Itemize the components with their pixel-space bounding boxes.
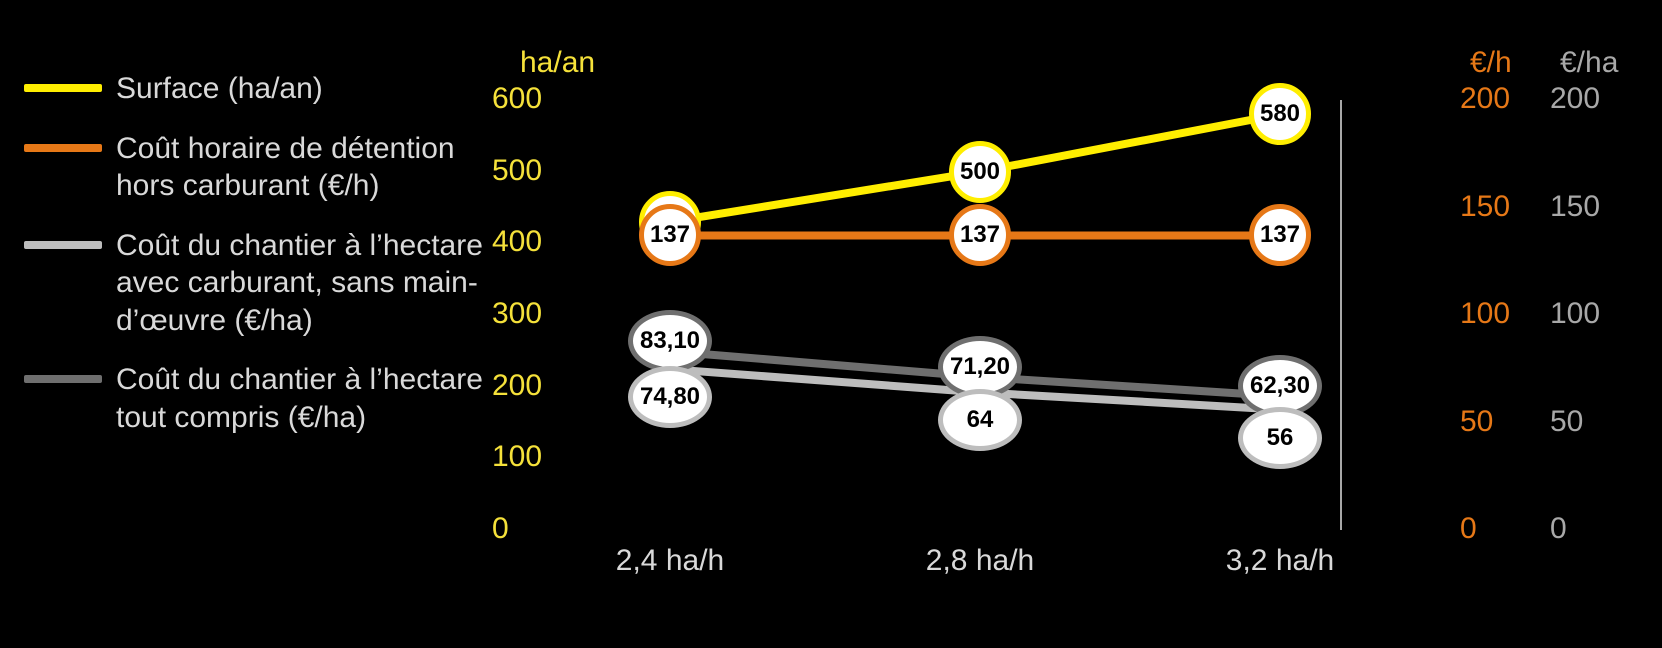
y-tick-right2: 150	[1550, 190, 1600, 224]
y-tick-right2: 200	[1550, 82, 1600, 116]
y-tick-right1: 100	[1460, 297, 1510, 331]
y-tick-right2: 50	[1550, 405, 1583, 439]
data-bubble-surface: 580	[1249, 83, 1311, 145]
y-tick-right2: 100	[1550, 297, 1600, 331]
y-axis-right2-title: €/ha	[1560, 46, 1618, 80]
legend-swatch-cout_ha_tc	[24, 375, 102, 383]
legend-label: Coût du chantier à l’hectare tout compri…	[116, 361, 484, 436]
legend-swatch-cout_ha_sans_mo	[24, 241, 102, 249]
y-tick-left: 100	[492, 440, 542, 474]
x-tick: 2,8 ha/h	[926, 544, 1034, 578]
legend-label: Surface (ha/an)	[116, 70, 323, 108]
y-axis-right-line	[1340, 100, 1342, 530]
data-bubble-cout_ha_sans_mo: 74,80	[628, 366, 712, 428]
x-tick: 2,4 ha/h	[616, 544, 724, 578]
y-tick-left: 400	[492, 225, 542, 259]
data-bubble-surface: 500	[949, 141, 1011, 203]
x-tick: 3,2 ha/h	[1226, 544, 1334, 578]
data-bubble-cout_horaire: 137	[1249, 204, 1311, 266]
legend-item: Coût horaire de détention hors carburant…	[24, 130, 484, 205]
y-tick-left: 300	[492, 297, 542, 331]
legend-swatch-cout_horaire	[24, 144, 102, 152]
y-tick-right1: 50	[1460, 405, 1493, 439]
legend-item: Coût du chantier à l’hectare avec carbur…	[24, 227, 484, 340]
data-bubble-cout_ha_sans_mo: 64	[938, 389, 1022, 451]
y-tick-left: 200	[492, 369, 542, 403]
y-axis-right1-title: €/h	[1470, 46, 1512, 80]
data-bubble-cout_horaire: 137	[639, 204, 701, 266]
legend-label: Coût du chantier à l’hectare avec carbur…	[116, 227, 484, 340]
y-tick-right1: 150	[1460, 190, 1510, 224]
legend: Surface (ha/an) Coût horaire de détention…	[24, 70, 484, 458]
y-tick-right1: 200	[1460, 82, 1510, 116]
y-tick-right2: 0	[1550, 512, 1567, 546]
y-tick-left: 600	[492, 82, 542, 116]
data-bubble-cout_horaire: 137	[949, 204, 1011, 266]
legend-swatch-surface	[24, 84, 102, 92]
data-bubble-cout_ha_sans_mo: 56	[1238, 407, 1322, 469]
legend-item: Surface (ha/an)	[24, 70, 484, 108]
y-axis-left-title: ha/an	[520, 46, 595, 80]
data-bubble-cout_ha_tc: 83,10	[628, 310, 712, 372]
plot-area: 43050058013713713783,1071,2062,3074,8064…	[560, 100, 1340, 530]
y-tick-right1: 0	[1460, 512, 1477, 546]
y-tick-left: 0	[492, 512, 509, 546]
y-tick-left: 500	[492, 154, 542, 188]
legend-label: Coût horaire de détention hors carburant…	[116, 130, 484, 205]
legend-item: Coût du chantier à l’hectare tout compri…	[24, 361, 484, 436]
